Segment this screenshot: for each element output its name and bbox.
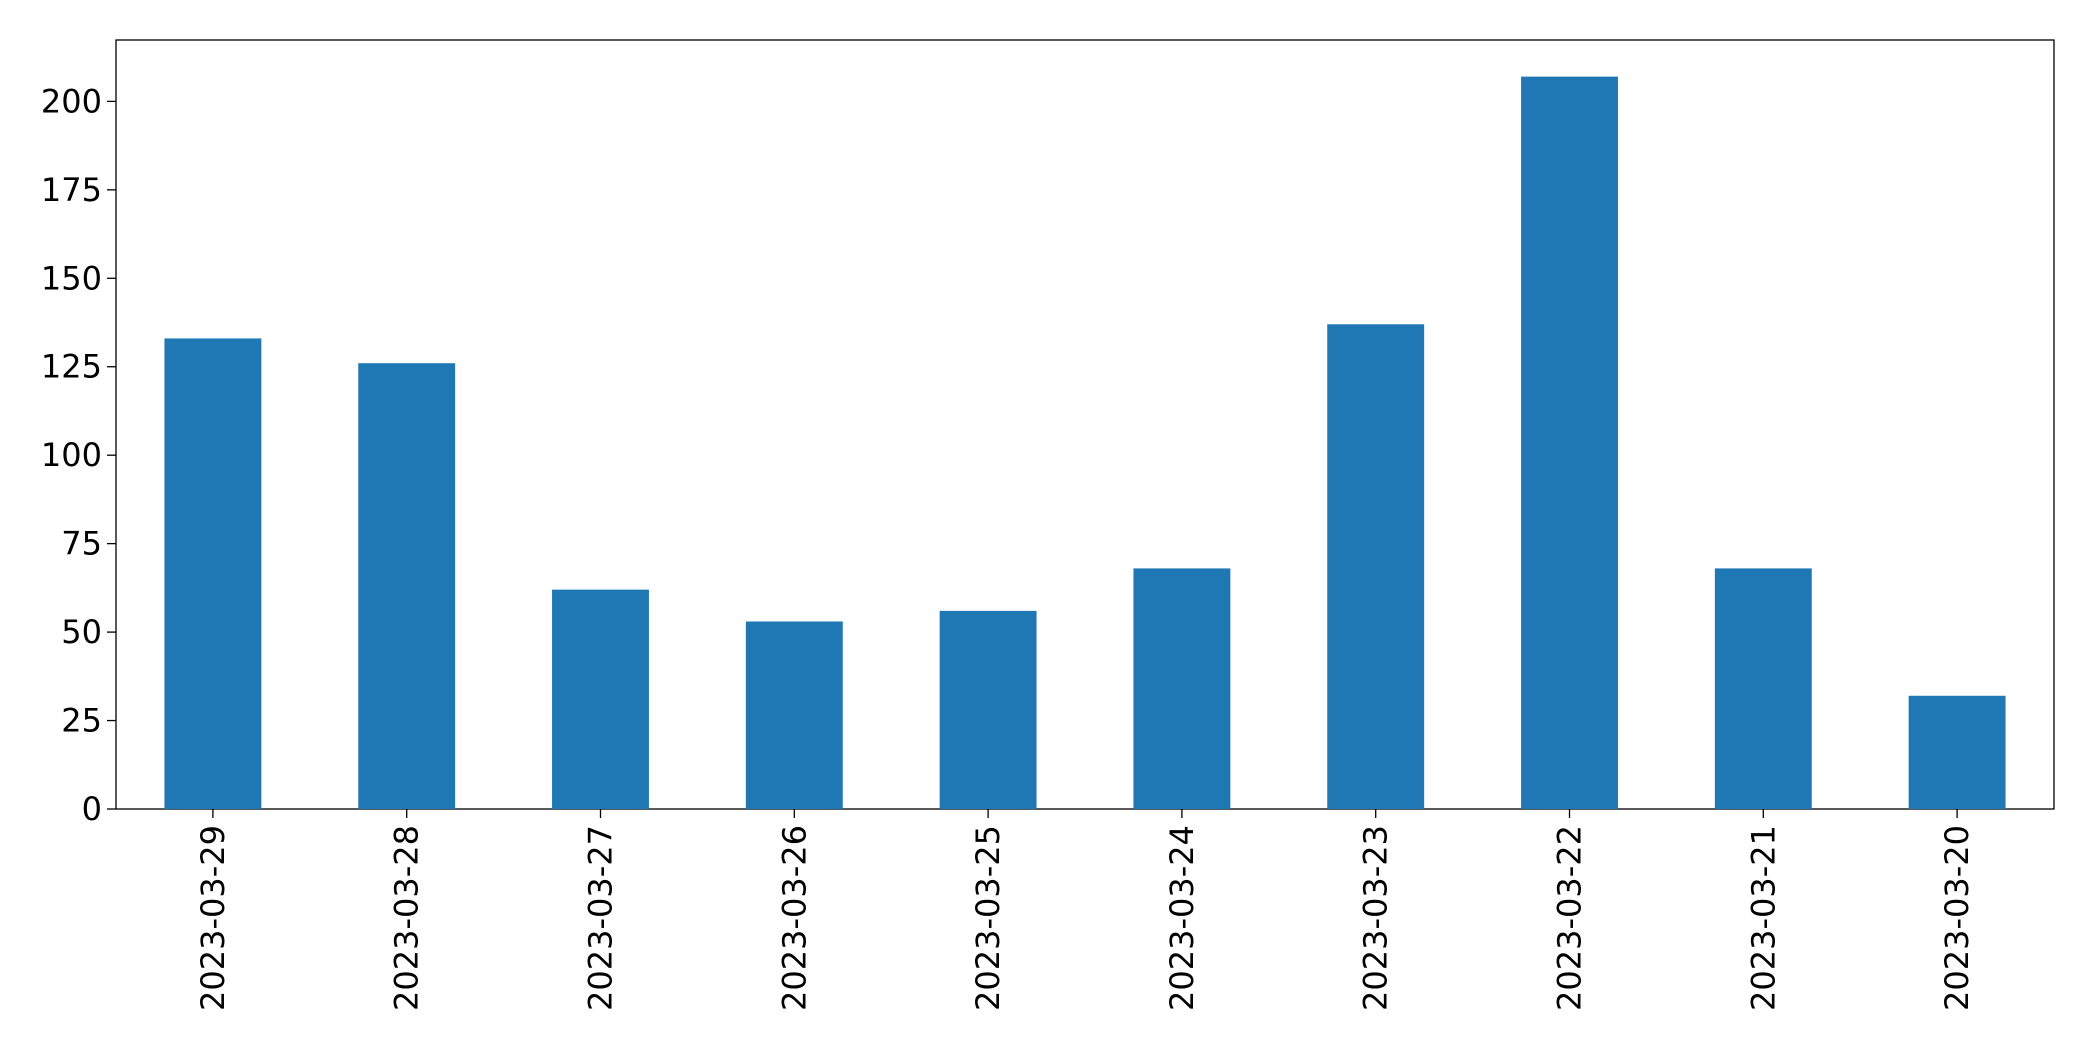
plot-frame xyxy=(115,39,2055,810)
y-tick-label: 75 xyxy=(61,525,102,563)
y-tick-label: 125 xyxy=(41,348,102,386)
bar xyxy=(552,589,649,809)
x-tick-label: 2023-03-26 xyxy=(775,825,813,1011)
x-tick-label: 2023-03-22 xyxy=(1551,825,1589,1011)
bar xyxy=(1521,76,1618,810)
bar xyxy=(358,363,456,809)
bar xyxy=(164,338,262,809)
y-tick-label: 25 xyxy=(61,702,102,740)
y-tick-label: 200 xyxy=(41,82,102,120)
y-tick-label: 175 xyxy=(41,171,102,209)
x-tick-label: 2023-03-23 xyxy=(1357,825,1395,1011)
x-tick-label: 2023-03-25 xyxy=(969,825,1007,1011)
x-tick-label: 2023-03-20 xyxy=(1938,825,1976,1011)
x-tick-label: 2023-03-24 xyxy=(1163,825,1201,1011)
bar xyxy=(1327,324,1425,809)
x-tick-label: 2023-03-28 xyxy=(388,825,426,1011)
bar xyxy=(939,610,1037,809)
x-tick-label: 2023-03-29 xyxy=(194,825,232,1011)
x-tick-label: 2023-03-27 xyxy=(582,825,620,1011)
y-tick-label: 0 xyxy=(82,790,102,828)
bar xyxy=(745,621,843,809)
y-tick-label: 50 xyxy=(61,613,102,651)
x-tick-label: 2023-03-21 xyxy=(1744,825,1782,1011)
bar xyxy=(1908,695,2006,809)
bar xyxy=(1714,568,1812,809)
y-tick-label: 150 xyxy=(41,259,102,297)
y-tick-label: 100 xyxy=(41,436,102,474)
bar xyxy=(1133,568,1231,809)
